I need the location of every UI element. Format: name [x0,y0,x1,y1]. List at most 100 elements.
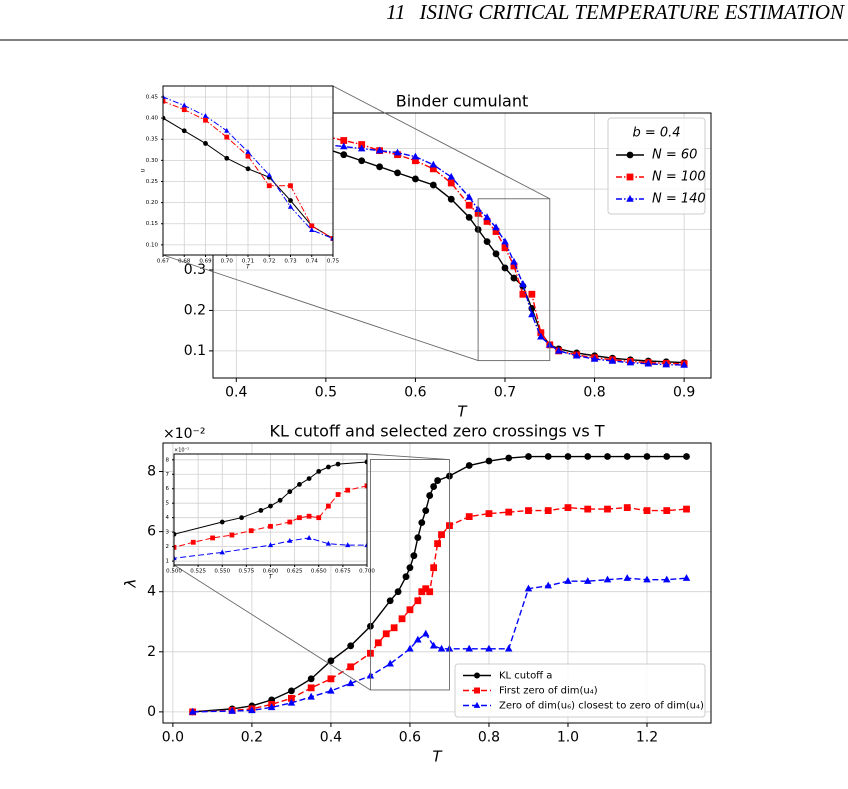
marker [75,563,80,568]
marker [229,532,235,538]
marker [309,223,315,229]
marker [528,310,536,318]
marker [544,581,552,589]
marker [429,165,437,173]
marker [429,160,438,168]
x-tick-label: 0.70 [221,259,234,265]
legend: b = 0.4 N = 60 N = 100 N = 140 [607,117,706,215]
marker [75,557,80,562]
y-tick-label: 2 [147,644,156,660]
series-line [174,485,367,548]
marker [418,519,426,527]
marker [27,557,32,562]
marker [604,505,611,513]
zoom-connector [332,85,550,200]
marker [364,483,367,489]
marker [54,48,59,53]
series-group [188,453,691,716]
marker [139,81,144,86]
marker [623,453,631,460]
marker [626,358,635,366]
marker [268,503,273,509]
legend-label: N = 60 [652,148,697,163]
marker [228,706,236,714]
marker [325,540,332,546]
marker [203,117,208,123]
marker [224,127,230,133]
x-tick-label: 0.700 [359,569,375,575]
marker [680,360,688,368]
marker [590,354,599,362]
y-offset-label: ×10⁻² [163,426,206,442]
marker [248,706,256,714]
marker [544,453,552,460]
y-tick-label: 0.1 [184,343,206,359]
marker [505,508,513,516]
marker [327,675,335,683]
marker [504,644,513,652]
marker [626,151,634,159]
marker [414,534,422,542]
marker [54,69,59,74]
marker [474,687,480,694]
y-axis-label: λ [122,579,140,589]
marker [327,686,335,694]
y-axis-label: u [140,168,147,172]
marker [277,497,283,503]
plot-frame [173,453,368,566]
marker [75,549,80,554]
y-tick-label: 0.45 [146,94,159,100]
marker [27,565,32,570]
x-tick-label: 0.5 [315,385,337,401]
marker [604,453,611,460]
marker [623,504,631,511]
x-tick-label: 1.0 [557,730,579,746]
marker [335,492,341,497]
marker [682,574,691,581]
marker [474,672,480,679]
marker [751,450,756,455]
marker [346,679,355,687]
marker [414,597,422,605]
marker [608,356,617,364]
y-tick-label: 4 [147,584,156,600]
x-tick-label: 0.69 [199,259,212,265]
marker [683,453,690,460]
y-tick-label: 0.25 [146,179,159,185]
x-tick-label: 0.6 [399,730,421,746]
marker [623,574,631,581]
marker [376,163,383,171]
x-axis-label: T [432,748,443,766]
y-tick-label: 0.2 [184,302,206,318]
marker [572,351,581,359]
marker [335,461,341,467]
x-axis-label: T [269,574,274,581]
x-tick-label: 0.575 [239,569,255,575]
marker [437,644,446,652]
marker [465,513,473,521]
y-tick-label: 0 [147,704,156,720]
marker [306,535,312,540]
marker [287,698,296,706]
marker [188,707,197,715]
marker [288,183,293,189]
marker [326,503,331,509]
x-tick-label: 0.500 [166,569,182,575]
legend-label: First zero of dim(u₄) [499,686,598,697]
chart-title: KL cutoff and selected zero crossings vs… [269,422,604,441]
marker [603,575,612,583]
marker [564,504,572,511]
y-tick-label: 0.10 [146,242,159,248]
marker [510,274,518,282]
x-tick-label: 0.8 [478,730,500,746]
y-tick-label: 6 [166,486,170,492]
marker [799,508,804,513]
marker [139,90,144,95]
marker [394,588,402,596]
marker [412,175,419,183]
legend-box [607,117,706,215]
zoom-region [477,198,551,362]
marker [485,510,493,518]
marker [12,44,17,49]
marker [386,597,394,605]
